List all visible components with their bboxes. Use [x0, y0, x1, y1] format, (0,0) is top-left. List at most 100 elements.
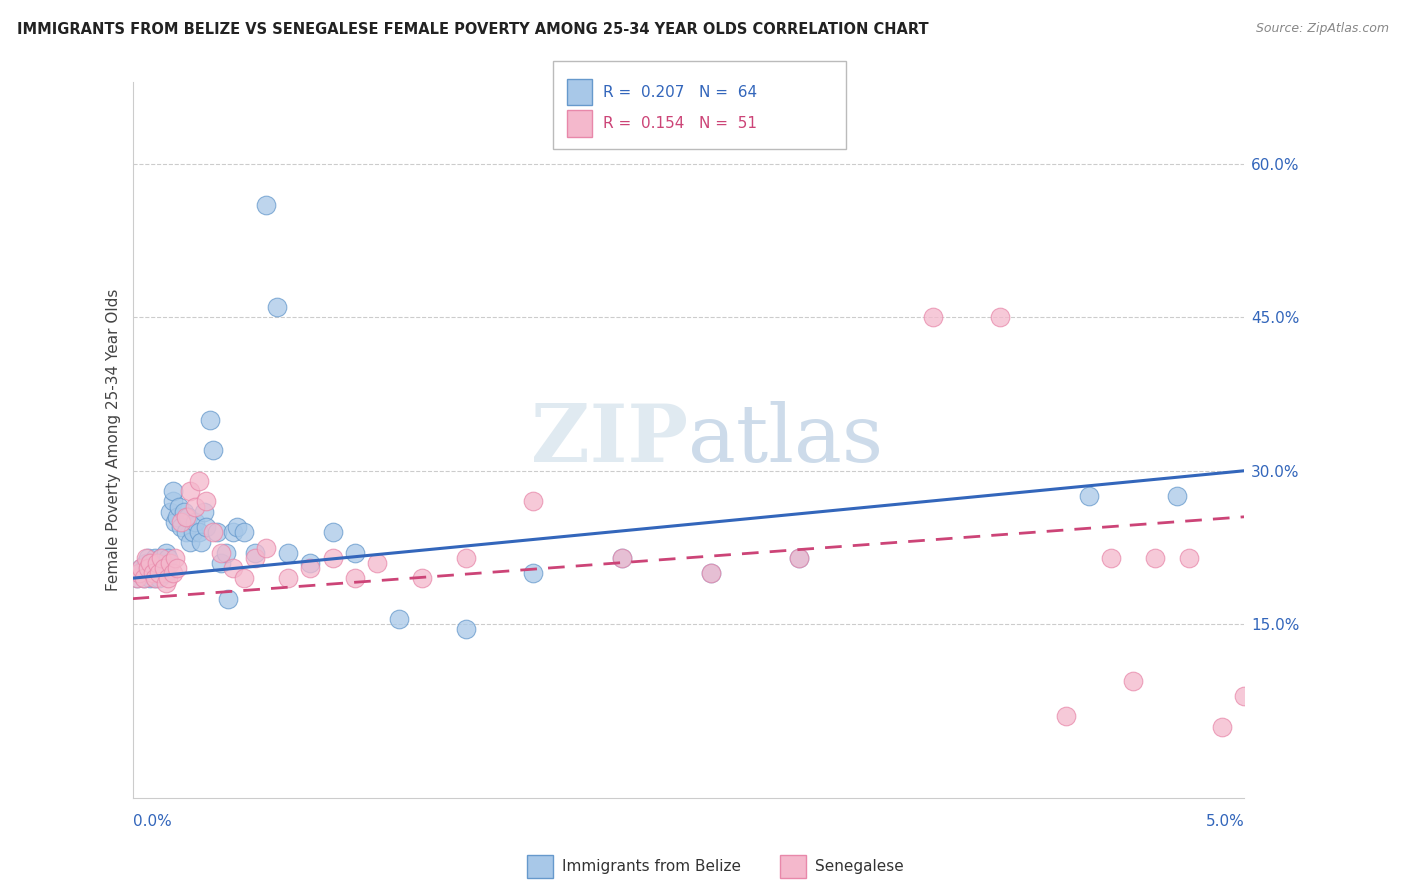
Point — [221, 561, 243, 575]
Point — [141, 566, 163, 580]
Point — [181, 525, 204, 540]
Point — [922, 310, 945, 325]
Point — [157, 571, 180, 585]
Point — [454, 550, 477, 565]
Point — [143, 571, 166, 585]
Point — [179, 535, 201, 549]
Point — [146, 561, 169, 575]
Point — [254, 197, 277, 211]
Point — [148, 556, 170, 570]
Point — [139, 571, 162, 585]
Point — [610, 550, 633, 565]
Point — [277, 546, 299, 560]
Point — [217, 591, 239, 606]
Point — [366, 556, 388, 570]
Point — [131, 561, 153, 575]
Point — [128, 566, 150, 580]
Point — [277, 571, 299, 585]
Text: 0.0%: 0.0% — [132, 814, 172, 829]
Point — [299, 556, 322, 570]
Point — [699, 566, 721, 580]
Point — [131, 561, 153, 575]
Point — [194, 494, 217, 508]
Text: 5.0%: 5.0% — [1205, 814, 1244, 829]
Point — [135, 566, 157, 580]
Point — [1211, 720, 1233, 734]
Point — [343, 546, 366, 560]
Point — [152, 556, 174, 570]
Point — [143, 571, 166, 585]
Point — [322, 550, 344, 565]
Point — [179, 484, 201, 499]
Point — [136, 561, 159, 575]
Point — [610, 550, 633, 565]
Point — [188, 525, 211, 540]
Text: Immigrants from Belize: Immigrants from Belize — [562, 859, 741, 874]
Point — [699, 566, 721, 580]
Point — [125, 571, 148, 585]
Point — [226, 520, 249, 534]
Point — [148, 571, 170, 585]
Point — [150, 561, 173, 575]
Point — [170, 520, 193, 534]
Point — [132, 571, 155, 585]
Point — [125, 571, 148, 585]
Point — [266, 300, 288, 314]
Point — [388, 612, 411, 626]
Point — [522, 566, 544, 580]
Point — [148, 566, 170, 580]
Point — [205, 525, 228, 540]
Point — [188, 474, 211, 488]
Point — [162, 484, 184, 499]
Point — [135, 556, 157, 570]
Point — [162, 494, 184, 508]
Point — [243, 550, 266, 565]
Point — [174, 525, 197, 540]
Point — [299, 561, 322, 575]
Point — [1233, 689, 1256, 703]
Point — [159, 556, 181, 570]
Point — [166, 561, 188, 575]
Y-axis label: Female Poverty Among 25-34 Year Olds: Female Poverty Among 25-34 Year Olds — [107, 289, 121, 591]
Point — [254, 541, 277, 555]
Point — [789, 550, 811, 565]
Point — [201, 443, 224, 458]
Point — [221, 525, 243, 540]
Point — [146, 556, 169, 570]
Point — [1177, 550, 1199, 565]
Point — [155, 546, 177, 560]
Point — [141, 566, 163, 580]
Point — [163, 515, 186, 529]
Text: Source: ZipAtlas.com: Source: ZipAtlas.com — [1256, 22, 1389, 36]
Point — [174, 509, 197, 524]
Text: R =  0.207   N =  64: R = 0.207 N = 64 — [603, 85, 758, 100]
Point — [177, 509, 200, 524]
Point — [200, 412, 222, 426]
Point — [184, 515, 207, 529]
Point — [155, 566, 177, 580]
Text: IMMIGRANTS FROM BELIZE VS SENEGALESE FEMALE POVERTY AMONG 25-34 YEAR OLDS CORREL: IMMIGRANTS FROM BELIZE VS SENEGALESE FEM… — [17, 22, 928, 37]
Point — [150, 550, 173, 565]
Point — [988, 310, 1011, 325]
Point — [1054, 709, 1077, 723]
Point — [159, 505, 181, 519]
Text: ZIP: ZIP — [531, 401, 689, 479]
Point — [215, 546, 238, 560]
Point — [152, 561, 174, 575]
Point — [157, 550, 180, 565]
Point — [209, 556, 232, 570]
Point — [1077, 489, 1099, 503]
Point — [163, 550, 186, 565]
Point — [139, 556, 162, 570]
Point — [243, 546, 266, 560]
Point — [343, 571, 366, 585]
Point — [232, 571, 254, 585]
Point — [522, 494, 544, 508]
Point — [232, 525, 254, 540]
Point — [136, 561, 159, 575]
Point — [201, 525, 224, 540]
Point — [155, 576, 177, 591]
Point — [146, 566, 169, 580]
Point — [1166, 489, 1188, 503]
Point — [139, 556, 162, 570]
